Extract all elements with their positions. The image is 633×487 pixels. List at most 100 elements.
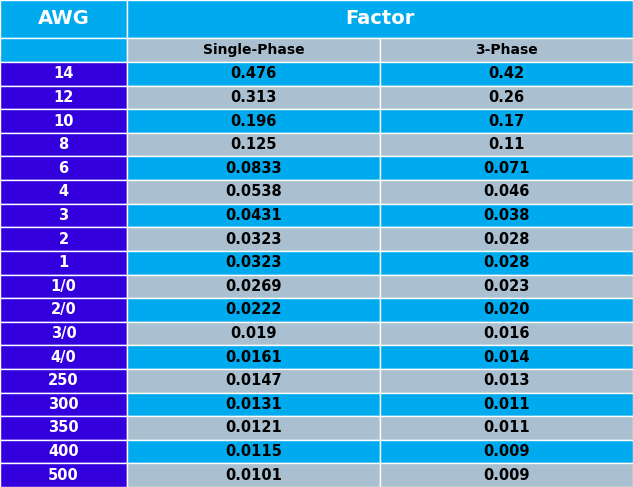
Bar (0, 369, 127, 393)
Bar (127, 275, 380, 298)
Text: AWG: AWG (37, 10, 89, 29)
Text: 0.17: 0.17 (489, 113, 525, 129)
Bar (127, 251, 380, 275)
Bar (380, 251, 633, 275)
Text: 8: 8 (58, 137, 68, 152)
Bar (0, 204, 127, 227)
Bar (0, 133, 127, 156)
Bar (0, 416, 127, 440)
Text: 0.0222: 0.0222 (225, 302, 282, 318)
Text: 0.014: 0.014 (483, 350, 530, 365)
Bar (127, 227, 380, 251)
Text: Factor: Factor (346, 10, 415, 29)
Text: 350: 350 (48, 420, 79, 435)
Text: 0.009: 0.009 (483, 468, 530, 483)
Bar (127, 180, 380, 204)
Text: 1/0: 1/0 (51, 279, 77, 294)
Text: 0.0833: 0.0833 (225, 161, 282, 176)
Bar (380, 86, 633, 109)
Text: 0.009: 0.009 (483, 444, 530, 459)
Bar (380, 298, 633, 322)
Bar (0, 464, 127, 487)
Bar (127, 86, 380, 109)
Bar (0, 156, 127, 180)
Text: 0.125: 0.125 (230, 137, 277, 152)
Text: 3-Phase: 3-Phase (475, 43, 538, 57)
Bar (380, 156, 633, 180)
Text: 0.0115: 0.0115 (225, 444, 282, 459)
Text: 0.0538: 0.0538 (225, 185, 282, 199)
Text: 0.0431: 0.0431 (225, 208, 282, 223)
Text: 0.0147: 0.0147 (225, 373, 282, 388)
Bar (380, 180, 633, 204)
Text: 0.020: 0.020 (483, 302, 530, 318)
Bar (380, 440, 633, 464)
Text: 500: 500 (48, 468, 79, 483)
Bar (380, 275, 633, 298)
Text: 0.26: 0.26 (489, 90, 525, 105)
Text: 14: 14 (53, 66, 73, 81)
Bar (380, 133, 633, 156)
Text: 0.0131: 0.0131 (225, 397, 282, 412)
Bar (380, 38, 633, 62)
Text: 0.313: 0.313 (230, 90, 277, 105)
Bar (127, 416, 380, 440)
Bar (127, 109, 380, 133)
Bar (380, 345, 633, 369)
Text: 0.046: 0.046 (484, 185, 530, 199)
Text: 300: 300 (48, 397, 79, 412)
Bar (0, 298, 127, 322)
Bar (127, 393, 380, 416)
Text: 0.016: 0.016 (483, 326, 530, 341)
Bar (0, 86, 127, 109)
Bar (380, 322, 633, 345)
Bar (380, 109, 633, 133)
Text: 0.196: 0.196 (230, 113, 277, 129)
Bar (127, 0, 633, 38)
Bar (127, 133, 380, 156)
Text: 0.038: 0.038 (483, 208, 530, 223)
Text: 3/0: 3/0 (51, 326, 77, 341)
Text: 0.0121: 0.0121 (225, 420, 282, 435)
Text: 0.019: 0.019 (230, 326, 277, 341)
Text: 250: 250 (48, 373, 79, 388)
Bar (127, 156, 380, 180)
Text: Single-Phase: Single-Phase (203, 43, 304, 57)
Bar (0, 180, 127, 204)
Text: 6: 6 (58, 161, 68, 176)
Bar (127, 204, 380, 227)
Bar (127, 464, 380, 487)
Bar (0, 251, 127, 275)
Text: 4: 4 (58, 185, 68, 199)
Text: 400: 400 (48, 444, 79, 459)
Text: 0.013: 0.013 (483, 373, 530, 388)
Text: 0.0269: 0.0269 (225, 279, 282, 294)
Bar (0, 0, 127, 38)
Bar (380, 464, 633, 487)
Bar (380, 62, 633, 86)
Text: 0.071: 0.071 (483, 161, 530, 176)
Bar (0, 62, 127, 86)
Text: 0.476: 0.476 (230, 66, 277, 81)
Bar (127, 38, 380, 62)
Bar (127, 322, 380, 345)
Text: 0.028: 0.028 (483, 232, 530, 246)
Bar (0, 38, 127, 62)
Text: 0.0323: 0.0323 (225, 232, 282, 246)
Bar (0, 345, 127, 369)
Bar (0, 440, 127, 464)
Bar (127, 62, 380, 86)
Bar (127, 298, 380, 322)
Bar (0, 109, 127, 133)
Bar (0, 227, 127, 251)
Text: 10: 10 (53, 113, 74, 129)
Text: 2: 2 (58, 232, 68, 246)
Text: 2/0: 2/0 (51, 302, 77, 318)
Bar (0, 275, 127, 298)
Bar (127, 345, 380, 369)
Bar (127, 440, 380, 464)
Text: 4/0: 4/0 (51, 350, 77, 365)
Text: 0.42: 0.42 (489, 66, 525, 81)
Bar (380, 369, 633, 393)
Text: 1: 1 (58, 255, 68, 270)
